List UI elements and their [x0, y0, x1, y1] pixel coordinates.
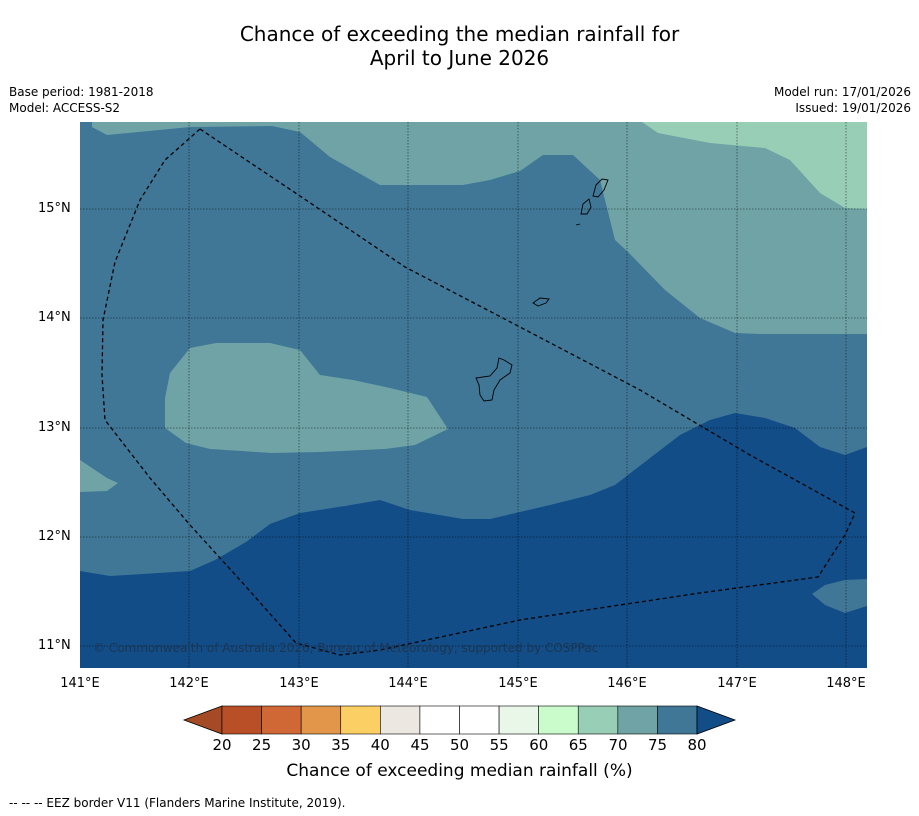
colorbar-title: Chance of exceeding median rainfall (%) — [286, 761, 633, 781]
colorbar-segment-30-35 — [300, 705, 342, 735]
title-line-1: Chance of exceeding the median rainfall … — [239, 22, 680, 46]
issued-date: Issued: 19/01/2026 — [795, 101, 911, 115]
graticule — [80, 122, 867, 668]
lat-tick-11: 11°N — [38, 638, 71, 653]
cbar-tick-25: 25 — [252, 736, 272, 754]
band-70-75-west — [80, 460, 118, 492]
colorbar — [182, 705, 737, 735]
model-name: Model: ACCESS-S2 — [9, 101, 121, 115]
lat-tick-12: 12°N — [38, 529, 71, 544]
colorbar-segment-40-45 — [380, 705, 421, 735]
colorbar-segment-45-50 — [419, 705, 460, 735]
lat-tick-14: 14°N — [38, 310, 71, 325]
colorbar-segment-65-70 — [577, 705, 619, 735]
lon-tick-141: 141°E — [60, 676, 100, 691]
band-75-80-southeast — [812, 579, 867, 613]
cbar-tick-50: 50 — [449, 736, 470, 754]
eez-footnote: -- -- -- EEZ border V11 (Flanders Marine… — [9, 796, 346, 810]
model-run: Model run: 17/01/2026 — [773, 85, 911, 99]
lat-tick-15: 15°N — [38, 201, 71, 216]
title-line-2: April to June 2026 — [369, 46, 550, 70]
eez-border — [101, 128, 856, 656]
lon-tick-144: 144°E — [388, 676, 428, 691]
lon-tick-143: 143°E — [279, 676, 319, 691]
rota-island — [532, 297, 550, 307]
colorbar-segment-70-75 — [617, 705, 658, 735]
guam-island — [475, 357, 513, 402]
cbar-tick-20: 20 — [212, 736, 232, 754]
base-period: Base period: 1981-2018 — [9, 85, 154, 99]
tinian-island — [580, 198, 592, 215]
colorbar-segment-55-60 — [498, 705, 539, 735]
cbar-tick-70: 70 — [608, 736, 628, 754]
lon-tick-148: 148°E — [826, 676, 866, 691]
cbar-tick-35: 35 — [331, 736, 351, 754]
saipan-island — [592, 178, 609, 198]
colorbar-segment-60-65 — [538, 705, 579, 735]
cbar-tick-40: 40 — [370, 736, 390, 754]
aguijan-island — [575, 223, 581, 226]
colorbar-segment-20-25 — [221, 705, 262, 735]
colorbar-segment-50-55 — [459, 705, 500, 735]
meta-right: Model run: 17/01/2026 Issued: 19/01/2026 — [774, 84, 911, 116]
lon-tick-145: 145°E — [498, 676, 538, 691]
band-70-75-center — [165, 343, 448, 453]
colorbar-segment-25-30 — [261, 705, 302, 735]
band-70-75-north — [92, 122, 867, 334]
colorbar-segment-35-40 — [340, 705, 381, 735]
cbar-tick-30: 30 — [291, 736, 311, 754]
lon-tick-146: 146°E — [607, 676, 647, 691]
cbar-tick-55: 55 — [489, 736, 509, 754]
colorbar-over-arrow — [696, 705, 737, 735]
band-65-70-northeast — [642, 122, 867, 209]
islands — [475, 178, 609, 402]
map-title: Chance of exceeding the median rainfall … — [0, 22, 919, 70]
cbar-tick-65: 65 — [568, 736, 588, 754]
cbar-tick-45: 45 — [410, 736, 430, 754]
band-above-80-south — [80, 413, 867, 668]
lon-tick-147: 147°E — [717, 676, 757, 691]
cbar-tick-60: 60 — [529, 736, 549, 754]
meta-left: Base period: 1981-2018 Model: ACCESS-S2 — [9, 84, 154, 116]
lon-tick-142: 142°E — [169, 676, 209, 691]
colorbar-segment-75-80 — [657, 705, 698, 735]
colorbar-under-arrow — [182, 705, 223, 735]
cbar-tick-75: 75 — [647, 736, 668, 754]
cbar-tick-80: 80 — [687, 736, 707, 754]
lat-tick-13: 13°N — [38, 420, 71, 435]
copyright-text: © Commonwealth of Australia 2026, Bureau… — [93, 641, 599, 655]
